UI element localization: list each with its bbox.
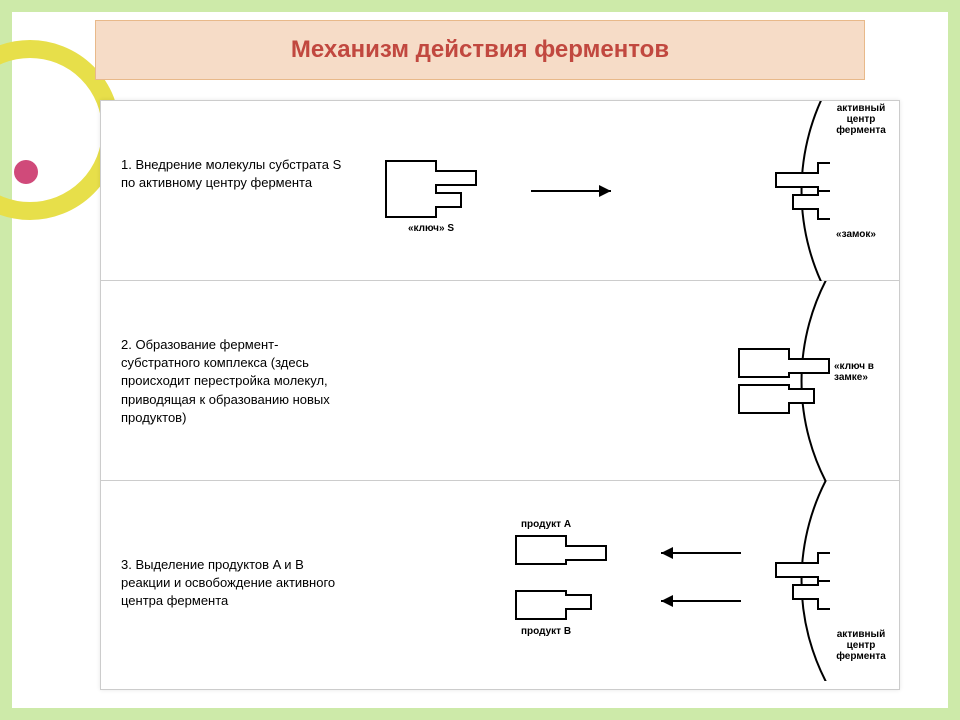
key-top-icon <box>739 349 829 377</box>
label-lock: «замок» <box>821 229 891 240</box>
arrow-left-a-icon <box>661 547 741 559</box>
arrow-left-b-icon <box>661 595 741 607</box>
slide-title: Механизм действия ферментов <box>95 20 865 80</box>
label-active-center-3: активный центр фермента <box>821 629 901 662</box>
product-b-icon <box>516 591 591 619</box>
diagram-content: 1. Внедрение молекулы субстрата S по акт… <box>100 100 900 690</box>
step-2-diagram: «ключ в замке» <box>361 281 899 480</box>
label-key-s: «ключ» S <box>391 223 471 234</box>
step-1-description: 1. Внедрение молекулы субстрата S по акт… <box>121 156 351 192</box>
step-3-description: 3. Выделение продуктов A и B реакции и о… <box>121 556 351 611</box>
step-1-diagram: «ключ» S активный центр фермента «замок» <box>361 101 899 280</box>
step-3-diagram: продукт A продукт B активный центр ферме… <box>361 481 899 681</box>
arrow-right-icon <box>531 185 611 197</box>
label-key-in-lock: «ключ в замке» <box>834 361 904 383</box>
slide-title-text: Механизм действия ферментов <box>291 36 669 64</box>
step-2-description: 2. Образование фермент-субстратного комп… <box>121 336 351 427</box>
step-row-2: 2. Образование фермент-субстратного комп… <box>101 281 899 481</box>
step-row-1: 1. Внедрение молекулы субстрата S по акт… <box>101 101 899 281</box>
label-product-b: продукт B <box>521 626 601 637</box>
step-row-3: 3. Выделение продуктов A и B реакции и о… <box>101 481 899 681</box>
decorative-dot <box>14 160 38 184</box>
enzyme-arc-icon <box>802 281 831 481</box>
product-a-icon <box>516 536 606 564</box>
label-active-center-1: активный центр фермента <box>821 103 901 136</box>
label-product-a: продукт A <box>521 519 601 530</box>
substrate-key-icon <box>386 161 476 217</box>
